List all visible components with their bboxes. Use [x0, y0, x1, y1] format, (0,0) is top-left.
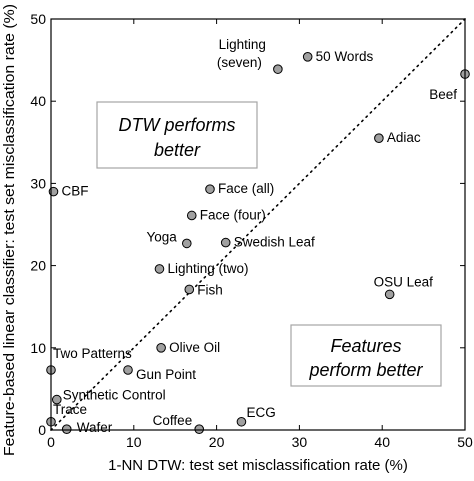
features-better-line2: perform better [308, 360, 423, 380]
x-tick-label-3: 30 [292, 434, 308, 450]
y-axis-title: Feature-based linear classifier: test se… [1, 4, 18, 456]
features-better-line1: Features [330, 336, 401, 356]
point-label-3: Adiac [387, 130, 421, 145]
data-point-8 [220, 237, 231, 248]
point-label-1: Lighting [219, 37, 266, 52]
data-point-17 [61, 424, 72, 434]
y-tick-label-5: 50 [30, 11, 46, 27]
y-tick-label-0: 0 [38, 422, 46, 438]
point-label-14: Gun Point [136, 367, 196, 382]
point-label-8: Swedish Leaf [234, 235, 315, 250]
point-label-10: Fish [197, 282, 223, 297]
x-tick-label-2: 20 [209, 434, 225, 450]
x-axis-title: 1-NN DTW: test set misclassification rat… [108, 457, 408, 474]
data-point-0 [302, 52, 313, 62]
point-label-15: Synthetic Control [63, 388, 166, 403]
y-tick-label-3: 30 [30, 175, 46, 191]
data-point-10 [184, 284, 195, 295]
data-point-11 [384, 289, 395, 300]
data-point-15 [51, 394, 62, 405]
point-label-6: Face (four) [200, 207, 266, 222]
point-label-17: Wafer [77, 420, 113, 435]
dtw-better-box [96, 101, 258, 169]
dtw-better-annotation: DTW performs better [96, 101, 258, 169]
x-tick-label-5: 50 [457, 434, 473, 450]
features-better-annotation: Features perform better [290, 324, 442, 387]
data-point-18 [194, 424, 205, 434]
features-better-box [290, 324, 442, 387]
diagonal-reference-line [50, 18, 466, 431]
x-tick-label-4: 40 [374, 434, 390, 450]
point-label-16: Trace [53, 402, 87, 417]
x-tick-label-0: 0 [47, 434, 55, 450]
data-point-12 [156, 343, 166, 353]
point-label-0: 50 Words [316, 49, 374, 64]
points-layer [46, 52, 470, 434]
point-label-5: Face (all) [218, 181, 274, 196]
point-label-13: Two Patterns [53, 346, 132, 361]
y-tick-label-1: 10 [30, 340, 46, 356]
point-label-18: Coffee [153, 413, 193, 428]
point-label-12: Olive Oil [169, 340, 220, 355]
plot-frame [50, 18, 466, 431]
data-point-6 [186, 210, 197, 221]
data-point-19 [236, 416, 247, 427]
dtw-better-line2: better [154, 140, 201, 160]
data-point-9 [154, 264, 165, 274]
data-point-3 [374, 133, 384, 143]
point-label-9: Lighting (two) [167, 261, 248, 276]
point-label-7: Yoga [146, 229, 177, 244]
point-label-11: OSU Leaf [374, 274, 434, 289]
x-tick-label-1: 10 [126, 434, 142, 450]
point-label-2: Beef [429, 87, 457, 102]
data-point-5 [205, 184, 215, 194]
y-tick-label-2: 20 [30, 258, 46, 274]
y-tick-label-4: 40 [30, 93, 46, 109]
point-labels-layer: 50 Words Lighting (seven) Beef Adiac CBF Face … [53, 37, 457, 435]
dtw-better-line1: DTW performs [119, 115, 236, 135]
data-point-1 [273, 64, 283, 74]
ticks-layer: 0 10 20 30 40 50 0 10 20 30 40 50 [30, 11, 473, 450]
data-point-7 [181, 238, 192, 249]
point-label-4: CBF [61, 184, 88, 199]
point-label-1-line2: (seven) [217, 55, 262, 70]
point-label-19: ECG [246, 405, 275, 420]
data-point-14 [123, 365, 133, 375]
